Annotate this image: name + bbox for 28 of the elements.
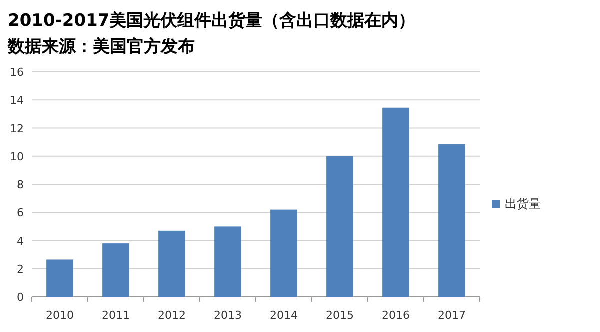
bar xyxy=(158,230,186,297)
y-tick-label: 4 xyxy=(17,234,24,248)
y-tick-label: 16 xyxy=(10,66,24,79)
chart-title: 2010-2017美国光伏组件出货量（含出口数据在内） xyxy=(8,11,416,31)
y-tick-label: 0 xyxy=(17,291,24,304)
y-tick-label: 14 xyxy=(10,94,24,108)
y-tick-label: 10 xyxy=(10,150,24,164)
bar xyxy=(270,210,298,297)
x-tick-label: 2011 xyxy=(102,309,130,322)
bar xyxy=(326,156,354,297)
bar xyxy=(382,108,410,297)
x-tick-label: 2017 xyxy=(438,309,466,322)
x-tick-label: 2014 xyxy=(270,309,298,322)
y-tick-label: 6 xyxy=(17,206,24,220)
y-tick-label: 12 xyxy=(10,122,24,136)
bar xyxy=(102,244,130,297)
x-tick-label: 2013 xyxy=(214,309,242,322)
x-tick-label: 2016 xyxy=(382,309,410,322)
y-tick-label: 2 xyxy=(17,262,24,276)
y-tick-label: 8 xyxy=(17,178,24,192)
bar xyxy=(46,260,74,297)
x-tick-label: 2010 xyxy=(46,309,74,322)
x-tick-label: 2015 xyxy=(326,309,354,322)
bar xyxy=(438,144,466,297)
chart-subtitle: 数据来源：美国官方发布 xyxy=(7,37,195,57)
legend-label: 出货量 xyxy=(505,197,541,211)
x-tick-label: 2012 xyxy=(158,309,186,322)
bar xyxy=(214,226,242,297)
